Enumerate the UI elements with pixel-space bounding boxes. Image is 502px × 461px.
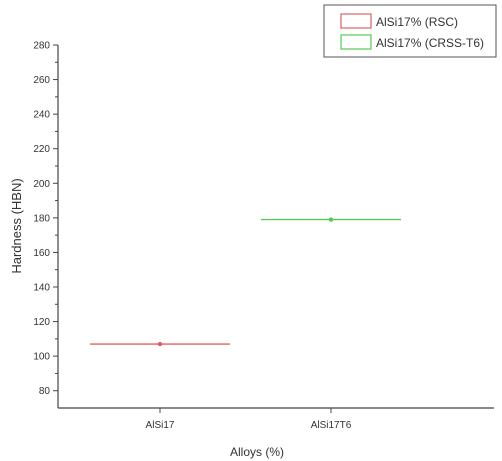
y-ticks: 80 100 120 140 160 180 200 220 240 260 280 [33,41,58,397]
y-tick-label: 160 [33,248,50,259]
data-point [157,341,163,347]
legend: AlSi17% (RSC) AlSi17% (CRSS-T6) [323,4,497,58]
legend-label-rsc: AlSi17% (RSC) [376,15,458,29]
y-tick-label: 220 [33,144,50,155]
legend-swatch-crss [340,34,372,50]
y-tick-label: 260 [33,75,50,86]
y-tick-label: 200 [33,179,50,190]
y-tick-label: 180 [33,213,50,224]
y-axis-label: Hardness (HBN) [9,178,24,273]
y-tick-label: 140 [33,283,50,294]
y-tick-label: 280 [33,41,50,52]
x-ticks: AlSi17 AlSi17T6 [146,408,352,431]
y-tick-label: 240 [33,110,50,121]
x-tick-label: AlSi17T6 [311,420,352,431]
y-tick-label: 120 [33,317,50,328]
legend-label-crss: AlSi17% (CRSS-T6) [376,36,484,50]
y-tick-label: 80 [39,386,51,397]
x-tick-label: AlSi17 [146,420,175,431]
data-point [328,217,334,222]
y-tick-label: 100 [33,352,50,363]
data-marks [90,217,401,347]
legend-swatch-rsc [340,13,372,29]
x-axis-label: Alloys (%) [230,445,284,459]
